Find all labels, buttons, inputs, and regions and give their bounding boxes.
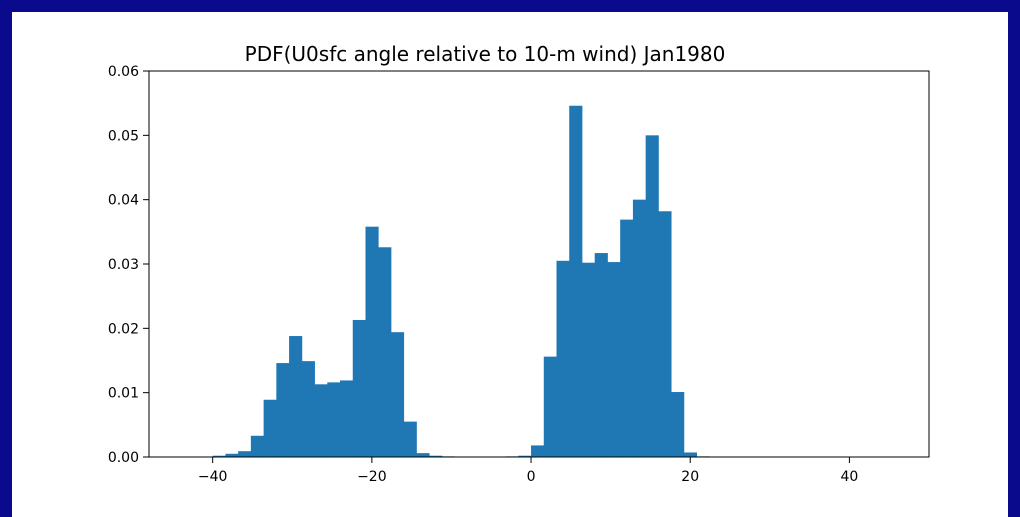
histogram-bar bbox=[632, 199, 647, 457]
y-tick-label: 0.05 bbox=[108, 128, 139, 144]
plot-area-frame bbox=[148, 70, 930, 458]
bars-group bbox=[212, 105, 710, 458]
y-tick-label: 0.03 bbox=[108, 257, 139, 273]
x-tick-label: 0 bbox=[527, 469, 536, 485]
histogram-bar bbox=[429, 455, 443, 457]
histogram-bar bbox=[543, 356, 557, 457]
histogram-bar bbox=[390, 332, 405, 457]
histogram-bar bbox=[556, 260, 570, 457]
histogram-bar bbox=[581, 262, 596, 457]
y-axis: 0.00 0.01 0.02 0.03 0.04 0.05 0.06 bbox=[108, 64, 149, 466]
histogram-bar bbox=[403, 421, 417, 457]
histogram-bar bbox=[238, 451, 252, 457]
histogram-bar bbox=[327, 382, 341, 457]
x-tick-label: 40 bbox=[840, 469, 858, 485]
histogram-bar bbox=[416, 453, 430, 457]
histogram-bar bbox=[569, 105, 583, 458]
histogram-bar bbox=[340, 380, 354, 457]
x-tick-label: −20 bbox=[357, 469, 387, 485]
y-tick-label: 0.01 bbox=[108, 386, 139, 402]
histogram-bar bbox=[365, 226, 379, 457]
y-tick-label: 0.02 bbox=[108, 321, 139, 337]
histogram-bar bbox=[683, 452, 697, 457]
x-tick-label: −40 bbox=[198, 469, 228, 485]
histogram-bar bbox=[289, 336, 303, 457]
y-tick-label: 0.06 bbox=[108, 64, 139, 80]
histogram-bar bbox=[594, 253, 608, 457]
y-tick-label: 0.04 bbox=[108, 193, 139, 209]
histogram-bar bbox=[518, 455, 532, 457]
histogram-bar bbox=[671, 392, 685, 457]
y-tick-label: 0.00 bbox=[108, 450, 139, 466]
figure-background: PDF(U0sfc angle relative to 10-m wind) J… bbox=[12, 12, 1008, 517]
chart-title: PDF(U0sfc angle relative to 10-m wind) J… bbox=[245, 42, 726, 66]
histogram-bar bbox=[645, 135, 659, 457]
histogram-bar bbox=[620, 219, 634, 457]
histogram-bar bbox=[607, 262, 621, 457]
histogram-bar bbox=[378, 247, 392, 457]
histogram-bar bbox=[352, 319, 366, 457]
x-tick-label: 20 bbox=[681, 469, 699, 485]
x-axis: −40 −20 0 20 40 bbox=[198, 457, 858, 485]
histogram-chart: PDF(U0sfc angle relative to 10-m wind) J… bbox=[108, 42, 930, 485]
histogram-bar bbox=[314, 384, 328, 457]
histogram-bar bbox=[301, 361, 315, 457]
histogram-bar bbox=[225, 453, 239, 457]
histogram-bar bbox=[531, 445, 545, 457]
histogram-bar bbox=[212, 455, 226, 457]
histogram-bar bbox=[250, 435, 265, 457]
histogram-bar bbox=[276, 363, 290, 457]
histogram-bar bbox=[263, 399, 277, 457]
histogram-bar bbox=[658, 211, 672, 457]
